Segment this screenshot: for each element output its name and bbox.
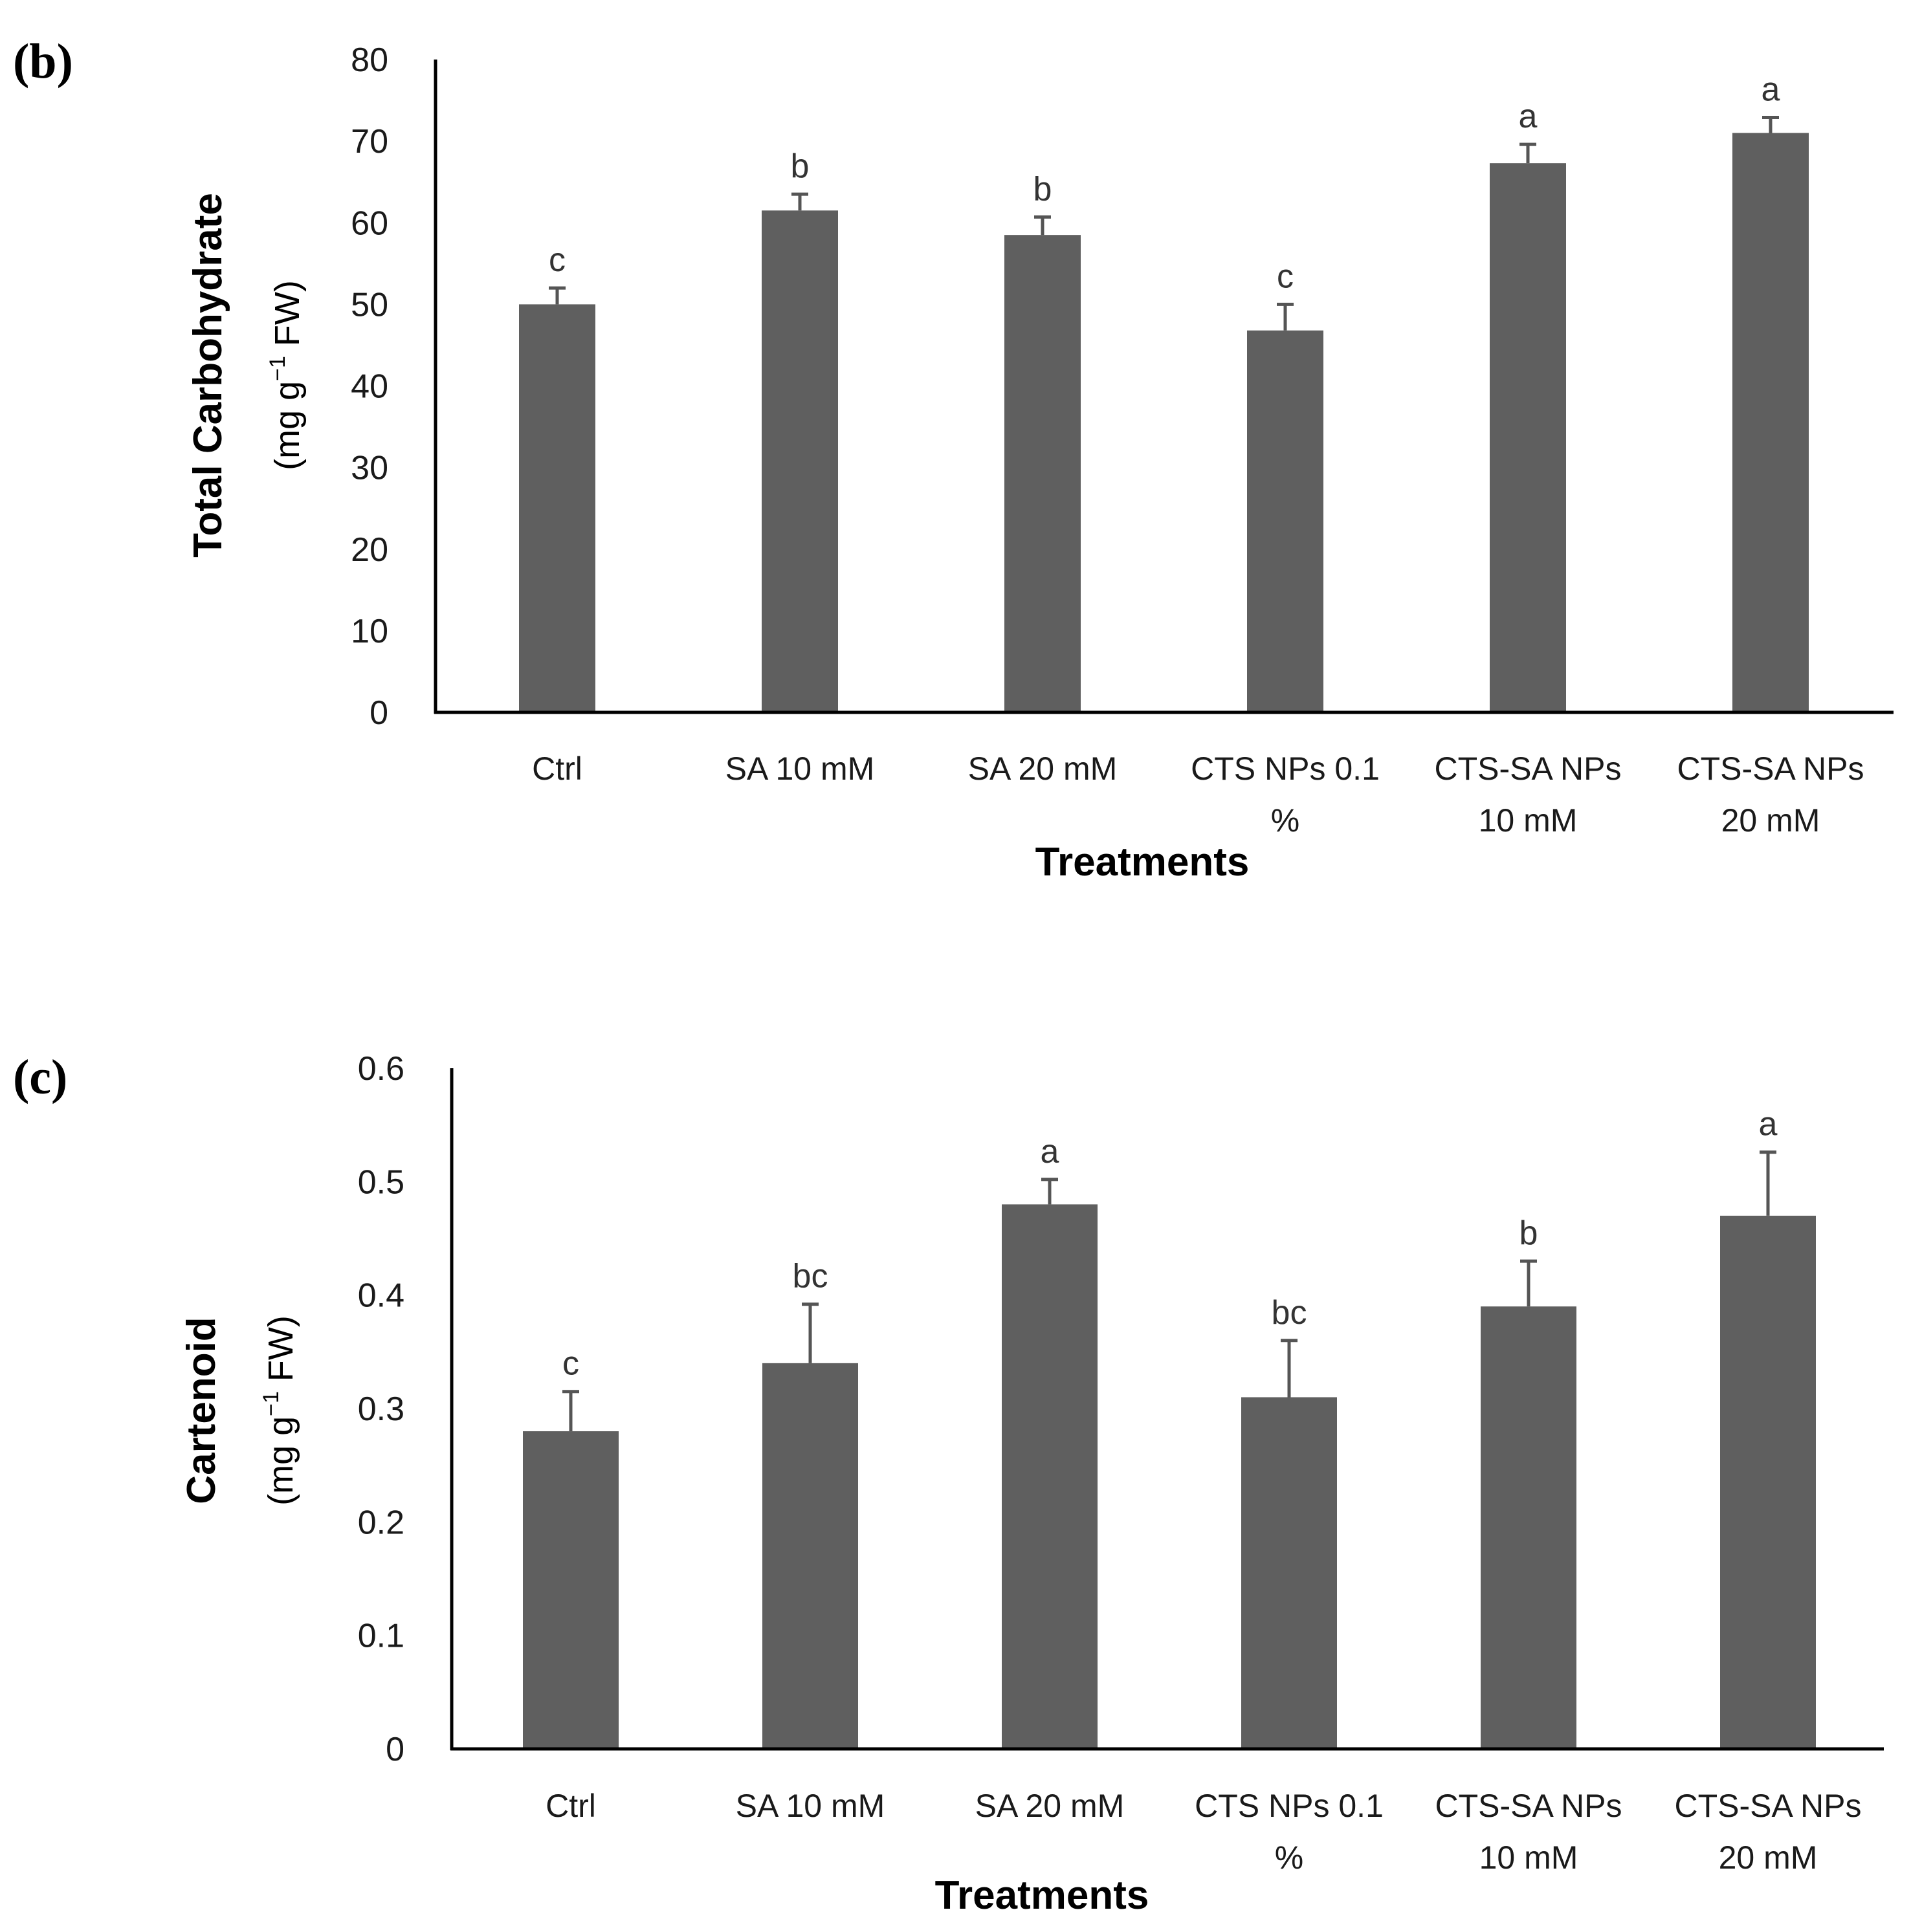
chart-panel-c: (c) 0 0.1 0.2 0.3 0.4 0.5 0.6 c Ctrl bc SA 10 mM a SA… — [13, 1050, 1884, 1918]
y-tick-label: 0.3 — [358, 1390, 404, 1428]
bar — [1004, 235, 1081, 712]
significance-letter: c — [562, 1345, 579, 1383]
x-axis-title: Treatments — [1035, 840, 1250, 884]
y-tick-label: 40 — [351, 368, 388, 406]
y-tick-label: 80 — [351, 41, 388, 79]
bar — [762, 1363, 858, 1749]
x-tick-label: Ctrl — [546, 1788, 596, 1824]
y-tick-label: 0.4 — [358, 1277, 404, 1315]
bar — [762, 210, 838, 712]
significance-letter: b — [1519, 1214, 1538, 1252]
y-tick-label: 0.5 — [358, 1163, 404, 1201]
y-tick-label: 60 — [351, 204, 388, 242]
y-tick-label: 10 — [351, 613, 388, 650]
significance-letter: a — [1519, 98, 1538, 135]
y-tick-label: 20 — [351, 531, 388, 569]
y-tick-label: 0.6 — [358, 1050, 404, 1088]
bar — [1241, 1397, 1337, 1749]
x-tick-label: CTS-SA NPs — [1677, 751, 1864, 787]
x-tick-label: CTS NPs 0.1 — [1195, 1788, 1384, 1824]
x-axis-title: Treatments — [935, 1873, 1149, 1918]
x-tick-label-line2: 20 mM — [1719, 1839, 1818, 1876]
x-tick-label-line2: 10 mM — [1479, 802, 1578, 839]
y-axis-title: Cartenoid — [179, 1317, 224, 1504]
significance-letter: b — [791, 148, 810, 185]
chart-panel-b: (b) 0 10 20 30 40 50 60 70 80 c Ctrl b SA 10 mM b SA 20… — [13, 34, 1894, 884]
significance-letter: c — [1277, 258, 1294, 295]
y-axis-unit: (mg g−1 FW) — [259, 1315, 300, 1506]
significance-letter: bc — [1272, 1294, 1307, 1332]
x-tick-label: CTS-SA NPs — [1675, 1788, 1862, 1824]
y-tick-label: 50 — [351, 286, 388, 324]
x-tick-label-line2: 10 mM — [1479, 1839, 1578, 1876]
panel-label: (b) — [13, 34, 73, 89]
bar — [1720, 1215, 1816, 1749]
x-tick-label: SA 10 mM — [736, 1788, 885, 1824]
bar — [1732, 133, 1809, 712]
significance-letter: c — [549, 241, 566, 279]
bar — [1002, 1204, 1098, 1749]
x-tick-label-line2: % — [1275, 1839, 1303, 1876]
y-axis-title: Total Carbohydrate — [186, 193, 230, 558]
y-tick-label: 70 — [351, 123, 388, 160]
bar — [1490, 163, 1566, 712]
bar — [1247, 330, 1323, 712]
bar — [523, 1431, 619, 1749]
x-tick-label: CTS NPs 0.1 — [1191, 751, 1380, 787]
y-tick-label: 0.1 — [358, 1618, 404, 1655]
x-tick-label: CTS-SA NPs — [1435, 1788, 1622, 1824]
x-tick-label: Ctrl — [532, 751, 582, 787]
y-tick-label: 0 — [386, 1731, 404, 1768]
y-axis-unit: (mg g−1 FW) — [265, 280, 307, 470]
y-tick-label: 30 — [351, 450, 388, 487]
significance-letter: a — [1762, 71, 1780, 109]
x-tick-label-line2: 20 mM — [1721, 802, 1820, 839]
bar — [519, 304, 595, 712]
x-tick-label-line2: % — [1271, 802, 1299, 839]
y-tick-label: 0.2 — [358, 1504, 404, 1541]
significance-letter: b — [1033, 170, 1052, 208]
significance-letter: a — [1041, 1133, 1059, 1170]
bar — [1481, 1306, 1576, 1749]
y-tick-label: 0 — [370, 694, 388, 732]
panel-label: (c) — [13, 1050, 67, 1104]
x-tick-label: CTS-SA NPs — [1435, 751, 1622, 787]
x-tick-label: SA 10 mM — [725, 751, 875, 787]
x-tick-label: SA 20 mM — [975, 1788, 1125, 1824]
significance-letter: a — [1759, 1106, 1778, 1143]
significance-letter: bc — [793, 1258, 828, 1295]
x-tick-label: SA 20 mM — [968, 751, 1118, 787]
